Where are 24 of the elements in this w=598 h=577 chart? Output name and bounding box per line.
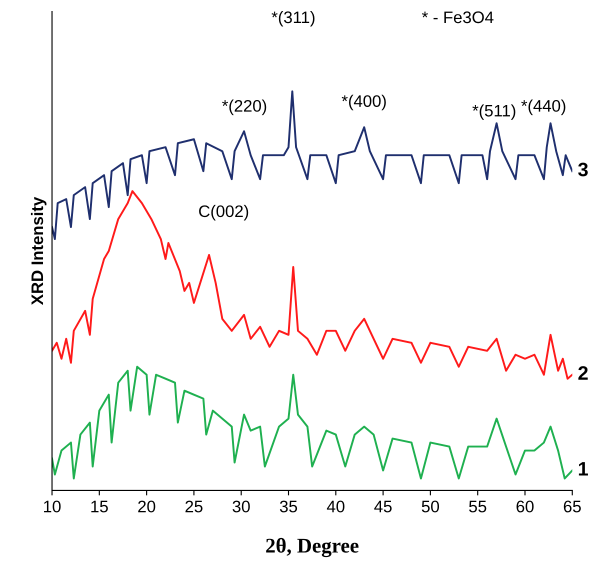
- x-tick-label: 55: [469, 500, 486, 512]
- annotation: *(400): [342, 94, 386, 110]
- y-axis-title: XRD Intensity: [30, 196, 46, 306]
- annotation: C(002): [199, 204, 248, 220]
- x-tick-label: 60: [516, 500, 534, 512]
- series-label: 3: [578, 162, 588, 176]
- text: *(311): [272, 10, 314, 26]
- series-label: 2: [578, 366, 588, 380]
- x-tick-label: 45: [374, 500, 392, 512]
- series-label: 1: [578, 462, 588, 476]
- annotation: *(440): [521, 100, 566, 116]
- x-tick-label: 35: [280, 500, 298, 512]
- x-tick-label: 65: [564, 500, 581, 512]
- text: * - Fe3O4: [422, 11, 494, 24]
- x-tick-label: 15: [91, 500, 108, 512]
- x-tick-label: 20: [138, 500, 156, 512]
- x-tick-label: 25: [185, 500, 202, 512]
- x-tick-label: 40: [326, 500, 344, 512]
- annotation: *(220): [222, 100, 266, 116]
- x-axis-title: 2θ, Degree: [266, 538, 359, 558]
- x-tick-label: 30: [232, 500, 250, 512]
- x-tick-label: 50: [422, 500, 440, 512]
- annotation: *(511): [472, 104, 516, 120]
- x-tick-label: 10: [44, 500, 61, 512]
